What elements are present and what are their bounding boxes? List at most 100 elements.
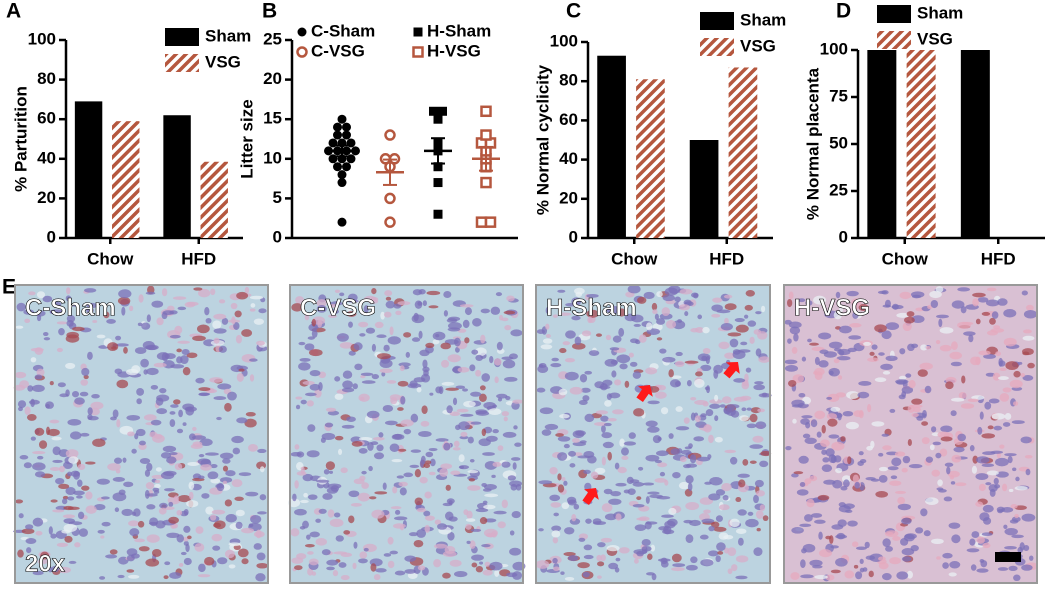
cell <box>844 570 855 579</box>
cell <box>881 330 892 340</box>
cell <box>48 566 53 573</box>
bar <box>728 67 758 238</box>
cell <box>87 407 93 416</box>
cell <box>978 350 991 356</box>
cell <box>177 495 192 503</box>
legend-swatch <box>700 12 734 30</box>
cell <box>703 509 711 514</box>
cell <box>557 436 571 442</box>
cell <box>30 436 36 441</box>
cell <box>829 370 834 376</box>
cell <box>348 515 355 524</box>
cell <box>878 556 886 561</box>
cell <box>701 518 715 524</box>
cell <box>32 570 44 576</box>
cell <box>328 303 338 308</box>
cell <box>126 368 139 376</box>
cell <box>899 375 907 380</box>
legend-label: H-Sham <box>427 21 491 40</box>
cell <box>304 343 315 351</box>
cell <box>37 455 44 460</box>
cell <box>91 394 100 399</box>
cell <box>878 562 889 570</box>
cell <box>92 438 106 447</box>
cell <box>878 466 889 472</box>
cell <box>306 534 311 540</box>
cell <box>847 520 858 527</box>
cell <box>199 438 213 446</box>
cell <box>300 399 307 405</box>
cell <box>997 376 1009 381</box>
cell <box>733 378 746 383</box>
cell <box>675 426 690 431</box>
cell <box>1004 545 1017 550</box>
cell <box>101 521 111 527</box>
cell <box>713 526 727 532</box>
cell <box>722 495 729 501</box>
cell <box>32 462 46 471</box>
cell <box>163 575 169 580</box>
cell <box>187 535 192 540</box>
cell <box>466 510 473 520</box>
legend-swatch <box>165 54 199 72</box>
cell <box>492 461 502 467</box>
cell <box>39 440 48 449</box>
cell <box>818 549 833 558</box>
cell <box>465 518 476 522</box>
cell <box>413 539 424 548</box>
cell <box>784 359 798 365</box>
cell <box>379 368 393 374</box>
cell <box>45 401 54 409</box>
cell <box>340 574 350 581</box>
cell <box>371 343 376 352</box>
cell <box>81 367 90 376</box>
cell <box>57 382 66 388</box>
cell <box>447 354 461 363</box>
cell <box>614 567 620 573</box>
cell <box>456 408 469 413</box>
cell <box>121 508 133 517</box>
cell <box>433 558 442 568</box>
cell <box>169 334 181 339</box>
cell <box>394 509 401 515</box>
cell <box>542 338 553 344</box>
cell <box>981 433 996 439</box>
cell <box>198 563 206 573</box>
cell <box>309 531 320 538</box>
cell <box>882 304 892 308</box>
cell <box>590 471 599 479</box>
cell <box>258 308 267 314</box>
cell <box>180 355 189 365</box>
cell <box>138 443 147 451</box>
cell <box>113 457 123 464</box>
cell <box>374 321 384 329</box>
cell <box>584 482 592 491</box>
panel-letter: D <box>836 0 851 23</box>
cell <box>49 467 61 471</box>
cell <box>1017 361 1023 365</box>
cell <box>628 432 636 439</box>
cell <box>403 428 412 435</box>
cell <box>1014 513 1019 519</box>
cell <box>747 511 754 516</box>
cell <box>684 446 692 450</box>
cell <box>423 463 431 469</box>
cell <box>834 455 842 463</box>
cell <box>503 310 516 315</box>
cell <box>668 433 674 439</box>
x-tick-label: Chow <box>611 249 658 268</box>
cell <box>462 388 469 392</box>
cell <box>416 387 422 393</box>
cell <box>475 409 488 415</box>
cell <box>760 450 772 457</box>
cell <box>805 300 813 306</box>
cell <box>420 455 426 465</box>
cell <box>63 505 74 511</box>
cell <box>853 410 864 417</box>
cell <box>1023 309 1038 319</box>
cell <box>551 530 561 538</box>
cell <box>100 496 110 500</box>
cell <box>200 464 212 471</box>
legend-label: C-Sham <box>311 21 375 40</box>
cell <box>949 561 961 569</box>
